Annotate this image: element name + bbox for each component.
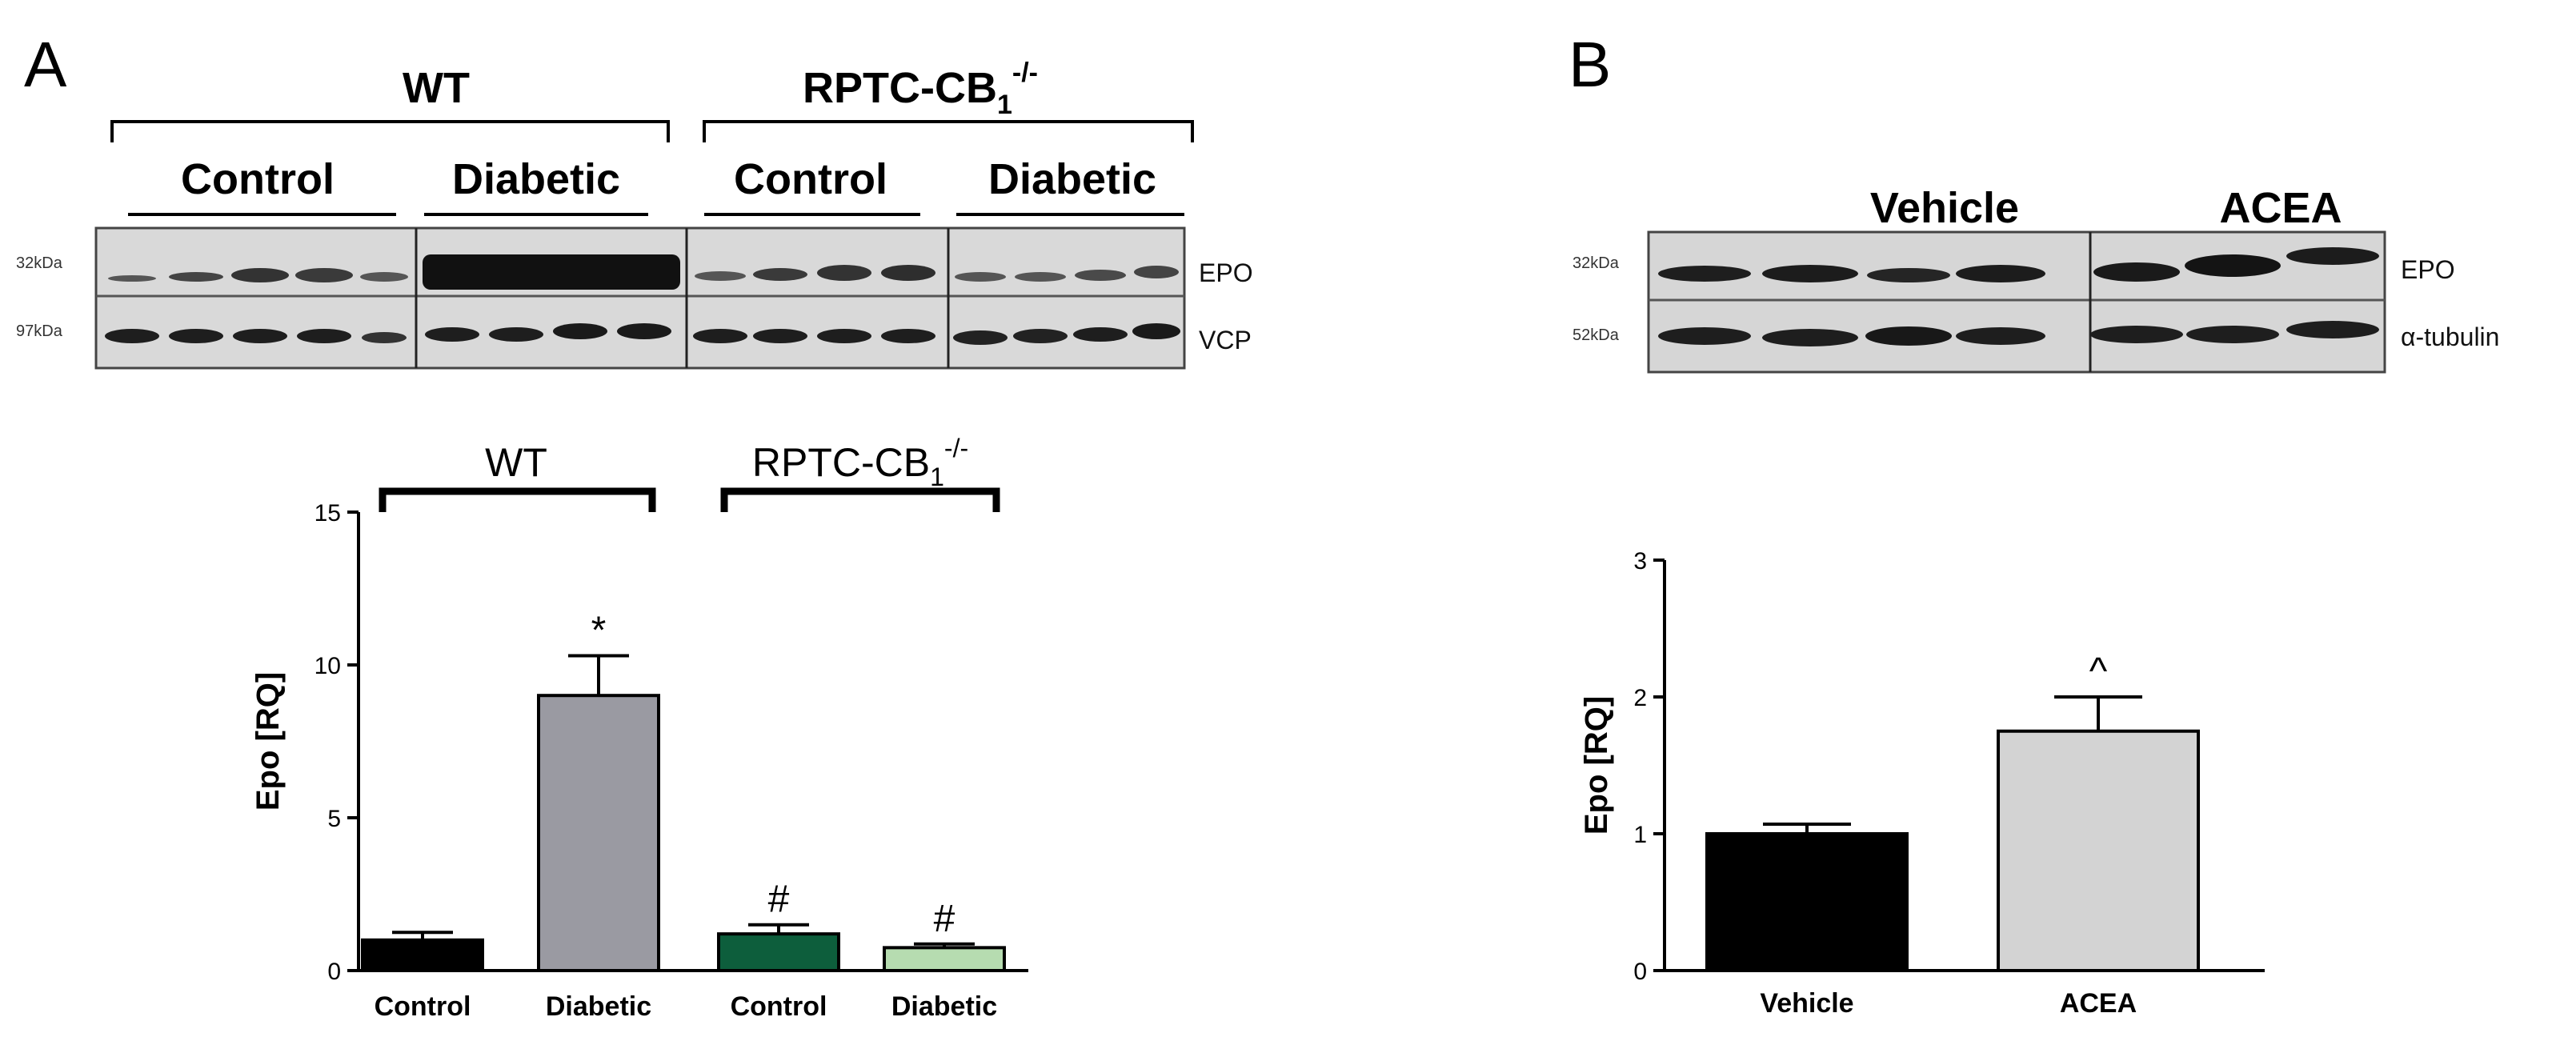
chart-b-bar-0 — [1705, 832, 1909, 972]
chart-a-category-label-3: Diabetic — [891, 991, 997, 1022]
chart-a-annotation-2: # — [768, 879, 790, 921]
blot-b-label-acea: ACEA — [2219, 184, 2342, 232]
blot-a-kda-epo: 32kDa — [16, 254, 63, 272]
chart-b-bar-1 — [1997, 729, 2200, 972]
blot-a-group-wt: WT — [403, 64, 470, 112]
chart-a-ytick-label: 15 — [314, 500, 341, 527]
chart-a-category-label-1: Diabetic — [546, 991, 651, 1022]
blot-b-kda-tubulin: 52kDa — [1572, 326, 1620, 344]
blot-a-bracket-wt — [110, 120, 670, 142]
blot-a-label-ko-control: Control — [734, 155, 887, 203]
blot-b-label-vehicle: Vehicle — [1870, 184, 2019, 232]
chart-a-annotation-1: * — [591, 610, 607, 652]
chart-a-group-ko: RPTC-CB1-/- — [752, 434, 968, 491]
blot-a-kda-vcp: 97kDa — [16, 322, 63, 340]
blot-a-group-ko: RPTC-CB1-/- — [803, 58, 1038, 120]
blot-b-row-epo: EPO — [2401, 255, 2455, 284]
chart-b: 0 1 2 3 Epo [RQ] Vehicle ^ ACEA — [1579, 548, 2265, 1019]
chart-a-bar-2 — [717, 932, 840, 973]
blot-a-label-ko-diabetic: Diabetic — [988, 155, 1156, 203]
blot-b-row-tubulin: α-tubulin — [2401, 322, 2499, 351]
blot-b-image — [1647, 230, 2386, 374]
chart-a-ytick-label: 5 — [327, 806, 341, 832]
chart-b-annotation-1: ^ — [2089, 651, 2108, 693]
chart-b-category-label-0: Vehicle — [1760, 988, 1853, 1019]
chart-b-ytick-label: 0 — [1633, 959, 1647, 985]
chart-a-bracket-ko — [720, 487, 1000, 512]
panel-a-letter: A — [24, 29, 67, 100]
chart-a-bar-1 — [537, 694, 660, 972]
chart-a-ytick-label: 0 — [327, 959, 341, 985]
chart-a-bar-0 — [361, 938, 484, 973]
chart-a-y-axis-label: Epo [RQ] — [250, 672, 286, 811]
blot-a-label-wt-diabetic: Diabetic — [452, 155, 620, 203]
blot-a-bracket-ko — [703, 120, 1194, 142]
chart-b-ytick-label: 3 — [1633, 548, 1647, 575]
chart-b-ytick-label: 2 — [1633, 685, 1647, 711]
chart-a-annotation-3: # — [934, 898, 955, 940]
blot-a-row-epo: EPO — [1199, 258, 1253, 287]
chart-a-category-label-2: Control — [731, 991, 827, 1022]
blot-a-row-vcp: VCP — [1199, 326, 1252, 354]
chart-a-bar-3 — [883, 946, 1006, 972]
chart-b-y-axis-label: Epo [RQ] — [1579, 696, 1614, 835]
blot-a-image — [94, 226, 1186, 370]
chart-b-ytick-label: 1 — [1633, 822, 1647, 848]
chart-a-ytick-label: 10 — [314, 653, 341, 679]
chart-a-bracket-wt — [379, 487, 656, 512]
chart-b-category-label-1: ACEA — [2060, 988, 2137, 1019]
blot-a-label-wt-control: Control — [181, 155, 335, 203]
chart-a-group-wt: WT — [485, 440, 547, 485]
chart-a-category-label-0: Control — [375, 991, 471, 1022]
panel-b-letter: B — [1568, 29, 1611, 100]
chart-a: 0 5 10 15 Epo [RQ] Control * Diabetic # Control # D… — [250, 500, 1028, 1022]
blot-b-kda-epo: 32kDa — [1572, 254, 1620, 272]
